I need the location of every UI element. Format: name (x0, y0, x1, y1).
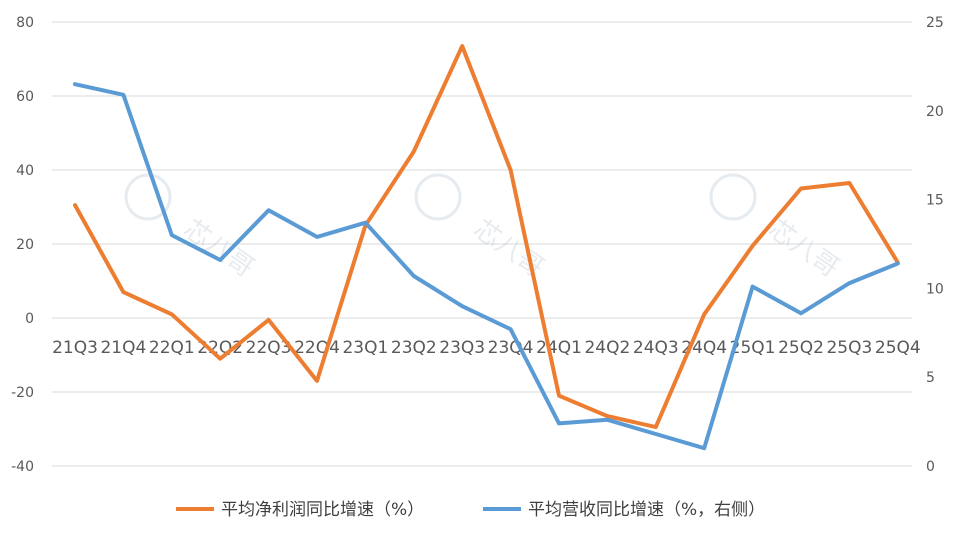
watermark-text: 芯八哥 (763, 214, 844, 283)
series-line-2 (73, 82, 900, 451)
x-tick-label: 23Q3 (439, 338, 485, 358)
x-tick-label: 22Q2 (197, 338, 243, 358)
y-left-tick-label: 60 (16, 89, 34, 105)
x-tick-label: 23Q2 (391, 338, 437, 358)
x-tick-label: 22Q1 (149, 338, 195, 358)
legend-label: 平均营收同比增速（%，右侧） (528, 500, 765, 520)
y-right-tick-label: 20 (926, 104, 944, 120)
x-tick-label: 25Q3 (826, 338, 872, 358)
watermark-logo: 芯八哥 (709, 173, 844, 283)
x-tick-label: 25Q4 (875, 338, 921, 358)
y-left-tick-label: -40 (11, 459, 34, 475)
watermark-circle (124, 173, 172, 221)
watermark-circle (414, 173, 462, 221)
x-tick-label: 22Q3 (246, 338, 292, 358)
y-right-tick-label: 0 (926, 459, 935, 475)
x-tick-label: 24Q2 (584, 338, 630, 358)
x-tick-label: 23Q1 (342, 338, 388, 358)
x-tick-label: 22Q4 (294, 338, 340, 358)
x-tick-label: 21Q4 (100, 338, 146, 358)
y-right-tick-label: 5 (926, 370, 935, 386)
x-tick-label: 25Q1 (730, 338, 776, 358)
y-left-tick-label: 80 (16, 15, 34, 31)
y-left-tick-label: -20 (11, 385, 34, 401)
y-left-tick-label: 0 (25, 311, 34, 327)
watermark-logo: 芯八哥 (124, 173, 259, 283)
watermark-circle (709, 173, 757, 221)
y-right-tick-label: 15 (926, 193, 944, 209)
x-tick-label: 23Q4 (488, 338, 534, 358)
y-right-tick-label: 25 (926, 15, 944, 31)
watermark-text: 芯八哥 (178, 214, 259, 283)
y-right-tick-label: 10 (926, 281, 944, 297)
x-tick-label: 21Q3 (52, 338, 98, 358)
y-left-tick-label: 20 (16, 237, 34, 253)
y-left-tick-label: 40 (16, 163, 34, 179)
watermark-text: 芯八哥 (468, 214, 549, 283)
x-tick-label: 25Q2 (778, 338, 824, 358)
x-tick-label: 24Q3 (633, 338, 679, 358)
x-tick-label: 24Q1 (536, 338, 582, 358)
legend-label: 平均净利润同比增速（%） (221, 500, 424, 520)
series-line-1 (73, 44, 900, 430)
watermark-logo: 芯八哥 (414, 173, 549, 283)
